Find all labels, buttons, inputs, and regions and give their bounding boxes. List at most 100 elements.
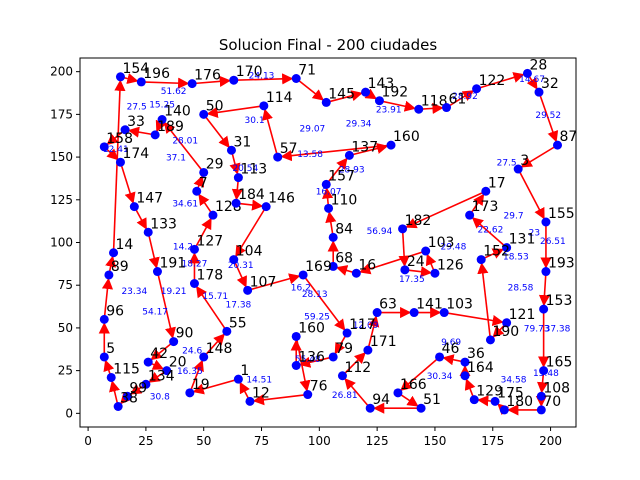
city-label: 164: [467, 360, 494, 376]
city-point: [421, 246, 431, 256]
route-edge: [471, 217, 508, 249]
edge-distance-label: 54.17: [142, 307, 168, 317]
city-point: [192, 186, 202, 196]
y-tick-label: 175: [50, 107, 73, 121]
city-point: [321, 179, 331, 189]
edge-distance-label: 9.69: [441, 338, 461, 348]
city-label: 5: [106, 341, 115, 357]
city-label: 70: [543, 394, 561, 410]
edge-distance-label: 29.34: [346, 119, 372, 129]
city-point: [522, 68, 532, 78]
city-label: 33: [127, 114, 145, 130]
city-point: [490, 396, 500, 406]
city-label: 171: [370, 334, 397, 350]
city-label: 108: [543, 380, 570, 396]
city-point: [226, 145, 236, 155]
city-label: 38: [120, 391, 138, 407]
edge-distance-label: 24.6: [182, 347, 202, 357]
edge-distance-label: 23: [529, 229, 540, 239]
city-label: 193: [548, 256, 575, 272]
city-label: 104: [236, 244, 263, 260]
edge-distance-label: 16.2: [291, 283, 311, 293]
city-point: [187, 79, 197, 89]
edge-distance-label: 14.2: [173, 242, 193, 252]
city-point: [129, 202, 139, 212]
route-edge: [192, 378, 239, 395]
city-label: 154: [122, 61, 149, 77]
route-edge: [235, 206, 267, 258]
city-label: 112: [344, 360, 371, 376]
route-edge: [405, 190, 487, 229]
route-edge: [349, 143, 389, 157]
edge-distance-label: 34.58: [501, 376, 527, 386]
edge-distance-label: 29.48: [441, 242, 467, 252]
city-point: [115, 72, 125, 82]
edge-distance-label: 17.38: [226, 300, 252, 310]
route-edge: [280, 144, 392, 162]
city-point: [328, 232, 338, 242]
city-label: 76: [310, 379, 328, 395]
y-tick-label: 75: [58, 278, 73, 292]
city-point: [157, 115, 167, 124]
route-edge: [206, 105, 264, 118]
city-point: [536, 391, 546, 401]
city-point: [136, 77, 146, 87]
city-point: [291, 361, 301, 370]
city-point: [541, 217, 551, 227]
city-label: 145: [328, 86, 355, 102]
edge-distance-label: 37.38: [545, 324, 571, 334]
city-label: 174: [122, 146, 149, 162]
route-edge: [477, 262, 492, 340]
edge-distance-label: 28.01: [172, 136, 198, 146]
edge-distance-label: 28.13: [302, 290, 328, 300]
edge-distance-label: 14.67: [519, 75, 545, 85]
route-edge: [203, 113, 230, 148]
city-point: [185, 388, 195, 398]
route-edge: [476, 72, 525, 90]
edge-distance-label: 23.91: [376, 106, 402, 116]
city-label: 12: [252, 385, 270, 401]
city-label: 141: [416, 297, 443, 313]
city-label: 84: [335, 221, 353, 237]
city-point: [189, 279, 199, 288]
city-label: 169: [305, 259, 332, 275]
edge-distance-label: 28.93: [339, 165, 365, 175]
city-point: [469, 395, 479, 405]
city-point: [553, 140, 563, 150]
city-label: 57: [280, 141, 298, 157]
city-point: [502, 243, 512, 253]
city-label: 79: [335, 341, 353, 357]
city-point: [243, 285, 253, 295]
city-label: 55: [229, 315, 247, 331]
city-label: 28: [529, 57, 547, 73]
y-tick-label: 150: [50, 150, 73, 164]
city-point: [485, 335, 495, 345]
edge-distance-label: 12.09: [353, 321, 379, 331]
edge-distance-label: 18.27: [182, 259, 208, 269]
city-point: [374, 96, 384, 106]
city-point: [291, 331, 301, 341]
city-label: 191: [159, 256, 186, 272]
city-label: 136: [298, 350, 325, 366]
edge-distance-label: 20.31: [228, 261, 254, 271]
x-tick-label: 200: [539, 434, 562, 448]
city-label: 178: [196, 268, 223, 284]
city-point: [363, 345, 373, 355]
route-edge: [295, 336, 311, 392]
city-label: 152: [483, 244, 510, 260]
y-tick-label: 25: [58, 364, 73, 378]
route-edge: [538, 271, 551, 307]
edge-distance-label: 23.34: [121, 287, 147, 297]
x-tick-label: 75: [254, 434, 269, 448]
city-point: [189, 244, 199, 254]
city-label: 103: [428, 235, 455, 251]
y-tick-label: 0: [65, 406, 73, 420]
city-point: [541, 267, 551, 277]
city-label: 89: [111, 259, 129, 275]
route-edge: [446, 90, 475, 109]
city-label: 140: [164, 104, 191, 120]
edge-distance-label: 16.07: [316, 188, 342, 198]
city-label: 3: [520, 153, 529, 169]
